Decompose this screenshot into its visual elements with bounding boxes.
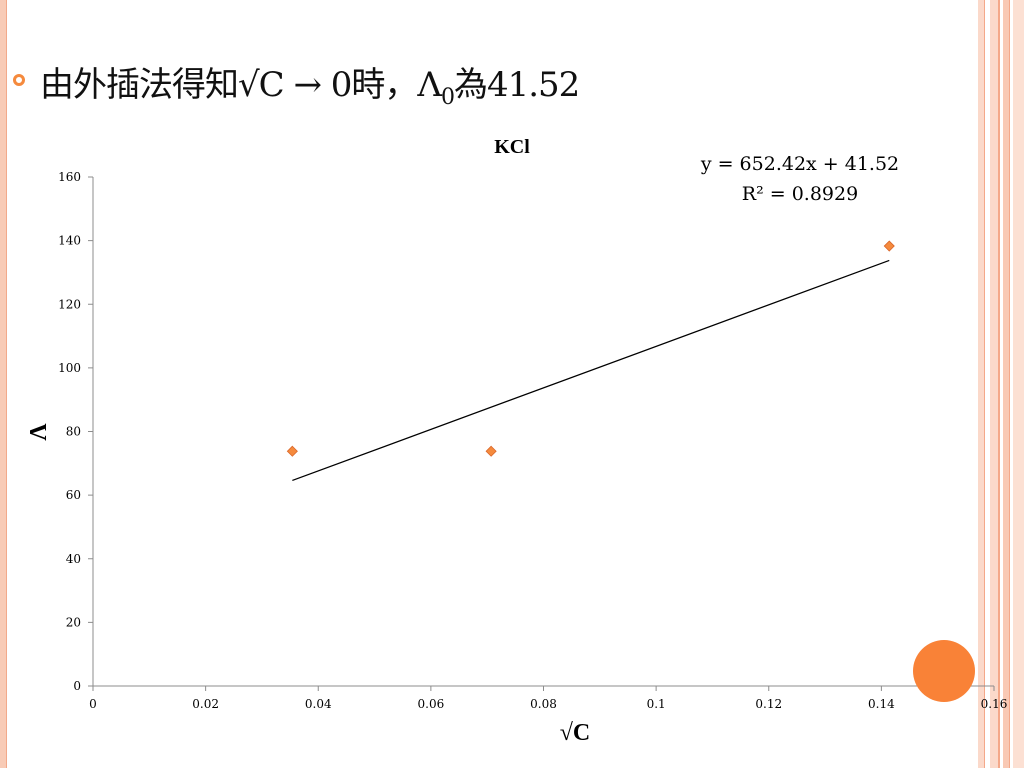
y-tick-label: 0 — [73, 679, 81, 693]
y-tick-label: 60 — [66, 488, 81, 502]
headline-tail: 為41.52 — [453, 65, 580, 105]
left-accent-bar — [0, 0, 7, 768]
x-tick-label: 0.1 — [647, 697, 666, 711]
data-point — [883, 240, 895, 252]
decorative-orange-circle — [913, 640, 975, 702]
x-tick-label: 0 — [89, 697, 97, 711]
x-tick-label: 0.04 — [305, 697, 332, 711]
x-tick-label: 0.14 — [868, 697, 895, 711]
data-point — [485, 445, 497, 457]
x-tick-label: 0.08 — [530, 697, 557, 711]
y-tick-label: 100 — [58, 361, 81, 375]
headline: 由外插法得知√C → 0時，Λ0為41.52 — [40, 57, 580, 110]
trendline-r-squared: R² = 0.8929 — [742, 183, 858, 205]
y-tick-label: 140 — [58, 234, 81, 248]
y-tick-label: 80 — [66, 425, 81, 439]
plot-area: 0 20 40 60 80 100 120 140 160 0 0.02 0.04 0.06 0.08 0.… — [58, 170, 1007, 711]
right-decorative-stripes — [978, 0, 1024, 768]
headline-main: 由外插法得知√C → 0時，Λ — [40, 65, 442, 105]
trendline — [292, 259, 890, 482]
y-tick-label: 120 — [58, 297, 81, 311]
x-tick-label: 0.16 — [981, 697, 1008, 711]
bullet-icon — [13, 74, 25, 86]
x-tick-label: 0.12 — [755, 697, 782, 711]
y-tick-label: 40 — [66, 552, 81, 566]
x-axis-title: √C — [560, 720, 591, 746]
x-tick-label: 0.02 — [192, 697, 219, 711]
headline-subscript: 0 — [440, 85, 455, 110]
y-tick-label: 160 — [58, 170, 81, 184]
y-axis-title: Λ — [26, 423, 52, 441]
y-tick-label: 20 — [66, 615, 81, 629]
trendline-equation: y = 652.42x + 41.52 — [700, 153, 899, 175]
chart-title: KCl — [494, 136, 530, 158]
x-tick-label: 0.06 — [418, 697, 445, 711]
data-point — [286, 445, 298, 457]
